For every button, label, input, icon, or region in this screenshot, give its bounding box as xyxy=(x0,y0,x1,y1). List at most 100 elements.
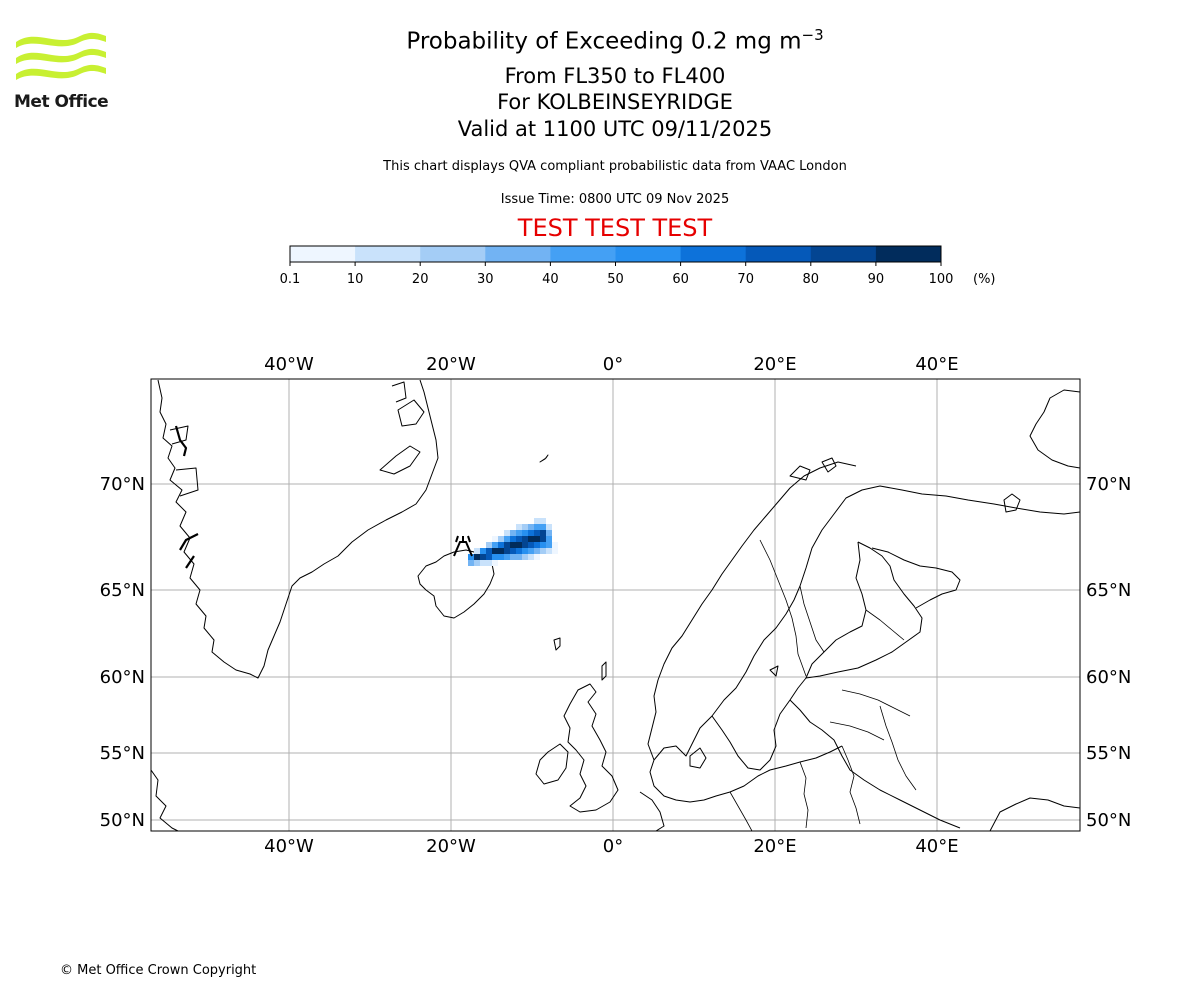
plume-cell xyxy=(522,536,528,542)
plume-cell xyxy=(522,542,528,548)
plume-cell xyxy=(516,548,522,554)
plume-cell xyxy=(528,542,534,548)
colorbar-tick-label: 40 xyxy=(542,272,559,287)
scandinavia-coastline xyxy=(653,485,1080,761)
plume-cell xyxy=(504,530,510,536)
colorbar-segment xyxy=(485,246,551,262)
plume-cell xyxy=(546,548,552,554)
lat-label-right: 70°N xyxy=(1086,474,1131,495)
lon-label-top: 40°W xyxy=(264,354,314,375)
logo-text: Met Office xyxy=(14,92,109,112)
plume-cell xyxy=(510,548,516,554)
plume-cell xyxy=(522,548,528,554)
colorbar-segment xyxy=(875,246,942,262)
plume-cell xyxy=(540,548,546,554)
lat-label-left: 50°N xyxy=(100,810,145,831)
lat-label-right: 60°N xyxy=(1086,667,1131,688)
plume-cell xyxy=(540,536,546,542)
map-area xyxy=(150,378,1081,832)
lon-label-bottom: 20°E xyxy=(753,836,796,857)
island-coastline xyxy=(821,457,837,473)
plume-cell xyxy=(516,542,522,548)
plume-cell xyxy=(474,554,480,560)
plume-cell xyxy=(480,554,486,560)
island-coastline xyxy=(789,465,811,481)
colorbar-segment xyxy=(810,246,877,262)
plume-cell xyxy=(546,542,552,548)
chart-description: This chart displays QVA compliant probab… xyxy=(383,159,847,174)
novaya-zemlya-coastline xyxy=(1029,389,1080,469)
colorbar-tick-label: 60 xyxy=(672,272,689,287)
plume-cell xyxy=(516,530,522,536)
plume-cell xyxy=(498,542,504,548)
plume-cell xyxy=(474,548,480,554)
plume-cell xyxy=(540,518,546,524)
island-coastline xyxy=(1003,493,1021,513)
plume-cell xyxy=(552,542,558,548)
map-background xyxy=(151,379,1080,831)
colorbar-segment xyxy=(290,246,356,262)
plume-cell xyxy=(522,524,528,530)
plume-cell xyxy=(480,548,486,554)
met-office-logo: Met Office xyxy=(14,30,109,112)
plume-cell xyxy=(510,554,516,560)
plume-cell xyxy=(546,530,552,536)
lat-label-left: 60°N xyxy=(100,667,145,688)
ireland-coastline xyxy=(535,743,569,785)
plume-cell xyxy=(492,536,498,542)
lowlands-coastline xyxy=(639,791,665,831)
plume-cell xyxy=(492,554,498,560)
plume-cell xyxy=(474,560,480,566)
plume-cell xyxy=(540,542,546,548)
plume-cell xyxy=(522,530,528,536)
plume-cell xyxy=(480,560,486,566)
colorbar-tick-label: 70 xyxy=(737,272,754,287)
colorbar-segment xyxy=(745,246,812,262)
plume-cell xyxy=(528,536,534,542)
plume-cell xyxy=(534,530,540,536)
greenland-coast-thick xyxy=(185,555,195,569)
plume-cell xyxy=(534,554,540,560)
colorbar-segment xyxy=(420,246,486,262)
plume-cell xyxy=(516,524,522,530)
plume-cell xyxy=(492,548,498,554)
location-title: For KOLBEINSEYRIDGE xyxy=(497,90,733,114)
plume-cell xyxy=(468,560,474,566)
colorbar-tick-label: 10 xyxy=(347,272,364,287)
plume-cell xyxy=(510,536,516,542)
country-borders xyxy=(729,539,917,831)
plume-cell xyxy=(546,536,552,542)
lon-label-bottom: 40°E xyxy=(915,836,958,857)
lat-label-left: 70°N xyxy=(100,474,145,495)
plume-cell xyxy=(522,554,528,560)
colorbar-tick-label: 50 xyxy=(607,272,624,287)
greenland-fjord xyxy=(169,425,189,445)
shetland-coastline xyxy=(601,661,607,681)
plume-cell xyxy=(534,536,540,542)
plume-cell xyxy=(504,554,510,560)
jan-mayen-coastline xyxy=(539,454,549,463)
volcano-icon xyxy=(453,535,473,557)
plume-cell xyxy=(486,548,492,554)
plume-cell xyxy=(504,536,510,542)
lon-label-top: 40°E xyxy=(915,354,958,375)
plume-cell xyxy=(534,548,540,554)
plume-cell xyxy=(492,542,498,548)
coastlines xyxy=(151,379,1080,831)
lat-label-right: 50°N xyxy=(1086,810,1131,831)
colorbar-unit: (%) xyxy=(973,272,996,287)
plume-cell xyxy=(528,554,534,560)
colorbar-tick-label: 20 xyxy=(412,272,429,287)
plume-cell xyxy=(540,530,546,536)
plume-cell xyxy=(516,536,522,542)
colorbar-tick-label: 0.1 xyxy=(280,272,301,287)
colorbar-tick-label: 30 xyxy=(477,272,494,287)
plume-cell xyxy=(504,542,510,548)
plume-cell xyxy=(510,542,516,548)
britain-coastline xyxy=(563,683,619,813)
colorbar-segment xyxy=(355,246,421,262)
chart-title: Probability of Exceeding 0.2 mg m−3 xyxy=(406,26,824,55)
lat-label-left: 65°N xyxy=(100,580,145,601)
greenland-fjord xyxy=(379,445,421,475)
plume-cell xyxy=(528,530,534,536)
